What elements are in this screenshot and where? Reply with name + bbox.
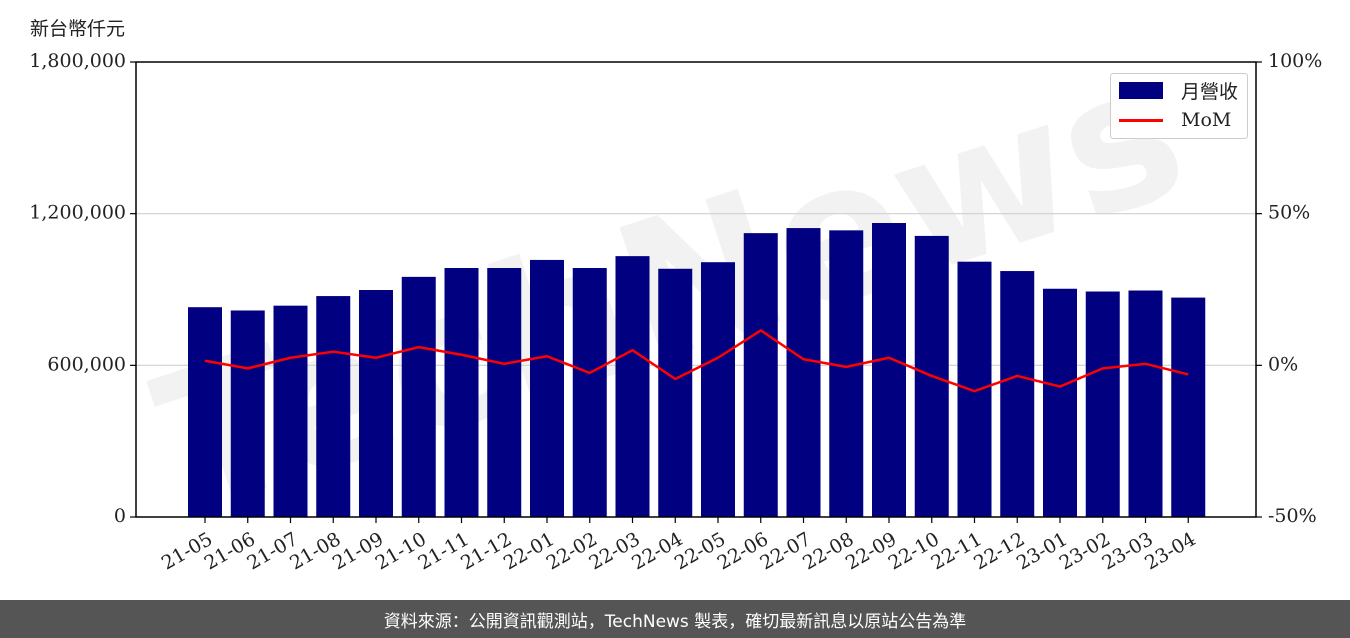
legend-line-swatch: [1119, 118, 1163, 122]
bar-22-01: [530, 259, 564, 517]
bar-21-08: [316, 296, 351, 517]
bar-22-03: [615, 256, 650, 517]
legend-item-mom: MoM: [1119, 107, 1231, 133]
bar-22-04: [658, 268, 693, 517]
legend-label-revenue: 月營收: [1181, 80, 1239, 103]
y-right-tick-label: 50%: [1268, 202, 1310, 224]
bar-21-09: [359, 290, 393, 517]
bar-21-10: [401, 276, 436, 517]
mom-line: [204, 329, 1189, 393]
bar-22-05: [701, 262, 735, 517]
chart-legend: 月營收 MoM: [1110, 73, 1248, 139]
legend-item-revenue: 月營收: [1119, 77, 1238, 103]
footer-text: 資料來源：公開資訊觀測站，TechNews 製表，確切最新訊息以原站公告為準: [383, 611, 967, 632]
footer-source-note: 資料來源：公開資訊觀測站，TechNews 製表，確切最新訊息以原站公告為準: [0, 600, 1350, 638]
bar-23-04: [1171, 297, 1206, 517]
bar-21-11: [444, 268, 479, 517]
bar-23-01: [1043, 288, 1077, 517]
bar-22-09: [872, 223, 906, 517]
y-right-tick-label: 100%: [1268, 50, 1322, 72]
y-right-tick-label: -50%: [1268, 505, 1317, 527]
x-tick-label: 23-04: [1141, 528, 1199, 574]
bar-23-03: [1128, 290, 1163, 517]
plot-frame: [135, 61, 1257, 518]
legend-bar-swatch: [1119, 81, 1163, 99]
y-axis-unit-label: 新台幣仟元: [30, 18, 126, 40]
bar-21-07: [273, 305, 308, 517]
bar-22-07: [786, 228, 821, 517]
y-right-tick-label: 0%: [1268, 353, 1298, 375]
chart-svg: TechNews0600,0001,200,0001,800,000-50%0%…: [29, 19, 1322, 575]
bar-21-05: [188, 307, 222, 517]
y-left-tick-label: 0: [114, 505, 126, 527]
bar-23-02: [1085, 291, 1120, 517]
bar-22-11: [957, 261, 992, 517]
bar-22-12: [1000, 271, 1035, 517]
y-left-tick-label: 600,000: [47, 353, 126, 375]
chart-area: TechNews0600,0001,200,0001,800,000-50%0%…: [29, 18, 1322, 575]
y-left-tick-label: 1,800,000: [29, 50, 126, 72]
bar-21-12: [487, 268, 522, 517]
bar-22-06: [743, 233, 778, 517]
legend-label-mom: MoM: [1181, 109, 1232, 131]
bar-21-06: [230, 310, 265, 517]
y-left-tick-label: 1,200,000: [29, 202, 126, 224]
bar-22-02: [572, 268, 607, 517]
bar-22-08: [829, 230, 864, 517]
